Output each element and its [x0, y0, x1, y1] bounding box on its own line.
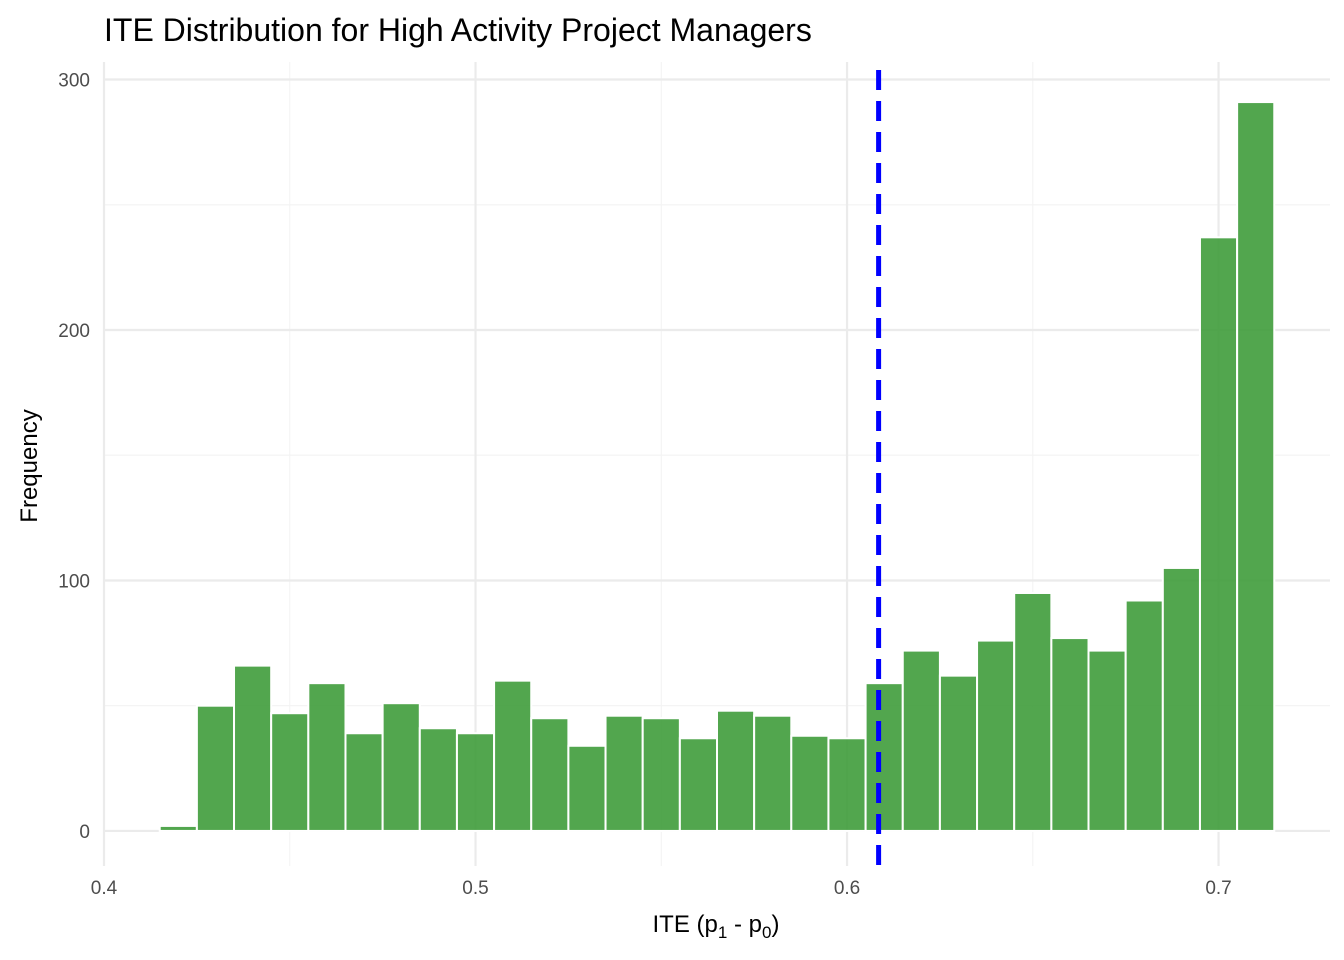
x-axis-title: ITE (p1 - p0) [653, 911, 780, 942]
histogram-bars [158, 101, 1276, 832]
histogram-bar [827, 737, 867, 832]
y-tick-label: 0 [79, 822, 90, 843]
y-axis-ticks: 0 100 200 300 [58, 71, 90, 843]
x-tick-label: 0.4 [91, 878, 118, 899]
histogram-bar [1013, 591, 1053, 832]
histogram-bar [493, 679, 533, 832]
x-axis-ticks: 0.4 0.5 0.6 0.7 [91, 878, 1232, 899]
histogram-bar [381, 702, 421, 832]
x-tick-label: 0.5 [462, 878, 488, 899]
histogram-bar [716, 709, 756, 832]
histogram-bar [976, 639, 1016, 832]
histogram-bar [344, 732, 384, 832]
histogram-bar [195, 704, 236, 832]
histogram-bar [1198, 236, 1239, 832]
x-tick-label: 0.6 [834, 878, 860, 899]
y-axis-title: Frequency [16, 409, 43, 522]
histogram-bar [641, 717, 681, 832]
x-tick-label: 0.7 [1205, 878, 1231, 899]
histogram-bar [1161, 566, 1201, 832]
histogram-bar [864, 682, 904, 832]
histogram-bar [418, 727, 458, 832]
histogram-bar [790, 734, 830, 832]
histogram-bar [753, 714, 793, 832]
histogram-bar [530, 717, 570, 832]
histogram-bar [158, 824, 198, 832]
chart-title: ITE Distribution for High Activity Proje… [104, 12, 812, 48]
histogram-bar [270, 712, 310, 832]
histogram-bar [1087, 649, 1127, 832]
histogram-bar [567, 744, 607, 832]
histogram-bar [938, 674, 979, 832]
y-tick-label: 300 [58, 71, 90, 92]
histogram-bar [604, 714, 644, 832]
histogram-bar [1124, 599, 1164, 832]
histogram-bar [901, 649, 941, 832]
y-tick-label: 200 [58, 321, 90, 342]
histogram-bar [233, 664, 273, 832]
histogram-bar [1236, 101, 1276, 832]
histogram-bar [455, 732, 496, 832]
histogram-bar [1050, 637, 1090, 832]
y-tick-label: 100 [58, 571, 90, 592]
histogram-bar [678, 737, 719, 832]
histogram-bar [307, 682, 347, 832]
